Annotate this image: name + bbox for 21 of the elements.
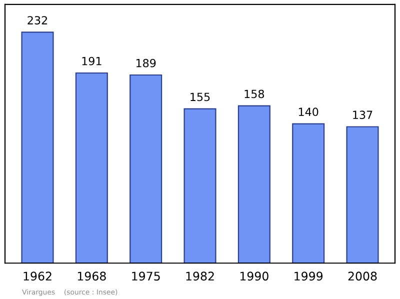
x-tick-label: 1999 [294, 272, 323, 281]
bar [75, 72, 108, 264]
data-label: 191 [82, 56, 102, 66]
data-label: 137 [353, 110, 372, 120]
bar [346, 126, 379, 264]
data-label: 232 [28, 16, 47, 24]
bar [238, 105, 270, 264]
bar [130, 74, 162, 264]
bar [184, 108, 216, 264]
x-tick-label: 1990 [240, 272, 268, 281]
bar [21, 32, 54, 264]
data-label: 158 [244, 90, 264, 98]
data-label: 155 [190, 92, 210, 102]
data-label: 189 [136, 58, 156, 68]
x-tick-label: 1975 [132, 272, 160, 281]
x-tick-label: 2008 [348, 272, 377, 281]
x-tick-label: 1982 [186, 272, 214, 281]
bar [292, 123, 325, 264]
x-tick-label: 1968 [78, 272, 106, 281]
x-tick-label: 1962 [24, 272, 52, 281]
data-label: 140 [298, 108, 318, 116]
